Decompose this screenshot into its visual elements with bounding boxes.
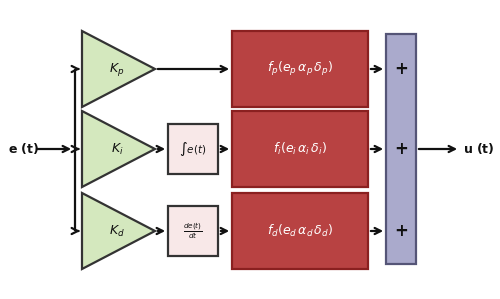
FancyBboxPatch shape [232, 111, 368, 187]
Text: +: + [394, 222, 408, 240]
FancyBboxPatch shape [168, 124, 218, 174]
FancyBboxPatch shape [168, 206, 218, 256]
Text: $\frac{de(t)}{dt}$: $\frac{de(t)}{dt}$ [183, 221, 203, 241]
Text: $K_d$: $K_d$ [109, 223, 125, 239]
Text: $\int e(t)$: $\int e(t)$ [180, 140, 206, 158]
Text: +: + [394, 60, 408, 78]
Polygon shape [82, 193, 155, 269]
Text: $\mathit{f}_p(e_p\,\alpha_p\,\delta_p)$: $\mathit{f}_p(e_p\,\alpha_p\,\delta_p)$ [267, 60, 333, 78]
FancyBboxPatch shape [232, 31, 368, 107]
FancyBboxPatch shape [232, 193, 368, 269]
Text: $K_p$: $K_p$ [110, 60, 124, 77]
Text: $\mathbf{e}$ $\mathbf{(t)}$: $\mathbf{e}$ $\mathbf{(t)}$ [8, 141, 40, 156]
Polygon shape [82, 111, 155, 187]
Text: +: + [394, 140, 408, 158]
Polygon shape [82, 31, 155, 107]
Text: $K_i$: $K_i$ [110, 141, 124, 157]
FancyBboxPatch shape [386, 34, 416, 264]
Text: $\mathit{f}_d(e_d\,\alpha_d\,\delta_d)$: $\mathit{f}_d(e_d\,\alpha_d\,\delta_d)$ [267, 223, 333, 239]
Text: $\mathit{f}_i(e_i\,\alpha_i\,\delta_i)$: $\mathit{f}_i(e_i\,\alpha_i\,\delta_i)$ [273, 141, 327, 157]
Text: $\mathbf{u}$ $\mathbf{(t)}$: $\mathbf{u}$ $\mathbf{(t)}$ [463, 141, 494, 156]
